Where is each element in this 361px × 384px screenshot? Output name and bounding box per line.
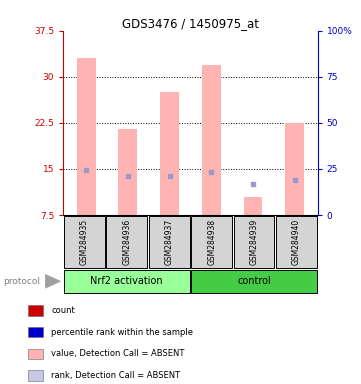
Bar — [28, 349, 43, 359]
Text: Nrf2 activation: Nrf2 activation — [91, 276, 163, 286]
Text: control: control — [237, 276, 271, 286]
Bar — [77, 58, 96, 215]
Bar — [191, 216, 232, 268]
Bar — [118, 129, 137, 215]
Text: GSM284940: GSM284940 — [292, 219, 301, 265]
Bar — [149, 216, 190, 268]
Text: GSM284939: GSM284939 — [249, 219, 258, 265]
Text: GSM284936: GSM284936 — [122, 219, 131, 265]
Bar — [28, 327, 43, 338]
Bar — [106, 216, 147, 268]
Bar — [28, 305, 43, 316]
Bar — [234, 216, 274, 268]
Bar — [64, 270, 190, 293]
Text: value, Detection Call = ABSENT: value, Detection Call = ABSENT — [51, 349, 184, 358]
Text: count: count — [51, 306, 75, 315]
Bar — [64, 216, 105, 268]
Bar — [202, 65, 221, 215]
Bar — [244, 197, 262, 215]
Text: protocol: protocol — [4, 277, 40, 286]
Text: rank, Detection Call = ABSENT: rank, Detection Call = ABSENT — [51, 371, 180, 380]
Text: GSM284935: GSM284935 — [80, 219, 89, 265]
Bar — [276, 216, 317, 268]
Bar — [160, 92, 179, 215]
Title: GDS3476 / 1450975_at: GDS3476 / 1450975_at — [122, 17, 259, 30]
Polygon shape — [45, 274, 61, 289]
Bar — [191, 270, 317, 293]
Bar — [285, 123, 304, 215]
Bar — [28, 370, 43, 381]
Text: GSM284938: GSM284938 — [207, 219, 216, 265]
Text: percentile rank within the sample: percentile rank within the sample — [51, 328, 193, 337]
Text: GSM284937: GSM284937 — [165, 219, 174, 265]
